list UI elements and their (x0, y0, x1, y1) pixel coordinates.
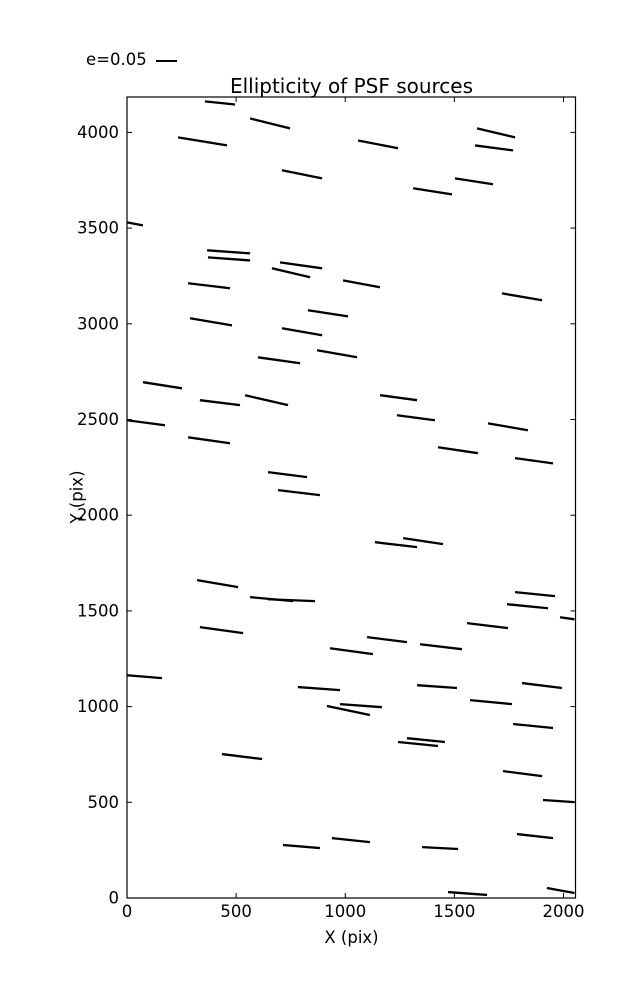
whisker-segment (357, 139, 399, 150)
ellipticity-whiskers (126, 100, 575, 897)
whisker-segment (277, 488, 321, 497)
y-tick-label: 500 (88, 793, 120, 812)
axes-frame (126, 96, 577, 899)
whisker-segment (199, 399, 241, 407)
whisker-segment (512, 722, 554, 730)
whisker-segment (474, 144, 514, 152)
y-tick-label: 3000 (77, 314, 119, 333)
legend-line-sample-icon (155, 59, 177, 62)
x-tick-label: 500 (220, 902, 252, 921)
whisker-segment (281, 327, 323, 337)
whisker-segment (379, 394, 418, 402)
whisker-segment (281, 169, 323, 180)
whisker-segment (342, 279, 381, 289)
whisker-segment (397, 740, 439, 748)
whisker-segment (416, 684, 458, 690)
whisker-segment (406, 737, 446, 744)
whisker-segment (126, 419, 166, 427)
whisker-segment (454, 177, 494, 186)
whisker-segment (422, 845, 459, 851)
y-tick-label: 4000 (77, 123, 119, 142)
whisker-segment (244, 394, 289, 407)
whisker-segment (177, 136, 228, 147)
whisker-segment (187, 436, 231, 445)
whisker-segment (199, 626, 244, 635)
legend-label: e=0.05 (86, 50, 147, 69)
whisker-segment (521, 681, 563, 690)
whisker-segment (487, 422, 529, 432)
whisker-segment (267, 470, 308, 479)
whisker-segment (559, 616, 575, 621)
whisker-segment (267, 598, 315, 603)
y-tick-label: 3500 (77, 219, 119, 238)
x-axis-label: X (pix) (324, 928, 379, 947)
y-tick-label: 0 (109, 889, 120, 908)
whisker-segment (249, 117, 291, 130)
whisker-segment (207, 256, 251, 262)
y-tick-label: 1000 (77, 697, 119, 716)
whisker-segment (506, 603, 549, 610)
whisker-segment (514, 591, 556, 598)
whisker-segment (187, 282, 231, 290)
whisker-segment (126, 221, 144, 227)
whisker-segment (196, 578, 239, 589)
whisker-segment (366, 635, 408, 644)
whisker-segment (204, 100, 236, 106)
whisker-segment (279, 261, 323, 270)
whisker-segment (221, 752, 263, 761)
whisker-segment (282, 843, 321, 850)
whisker-segment (207, 249, 251, 255)
whisker-segment (331, 836, 371, 844)
whisker-segment (326, 704, 371, 717)
whisker-segment (402, 537, 444, 546)
y-tick-label: 2000 (77, 506, 119, 525)
whisker-segment (257, 356, 301, 365)
whisker-segment (297, 685, 341, 692)
chart-title: Ellipticity of PSF sources (229, 74, 474, 98)
whisker-segment (329, 647, 374, 656)
whisker-segment (447, 890, 488, 897)
whisker-segment (546, 886, 575, 895)
whisker-segment (476, 127, 516, 139)
whisker-segment (271, 267, 311, 279)
x-tick-label: 2000 (542, 902, 584, 921)
legend: e=0.05 (86, 51, 177, 69)
x-tick-label: 0 (122, 902, 133, 921)
whisker-segment (396, 414, 436, 422)
whisker-segment (339, 702, 382, 709)
y-tick-label: 2500 (77, 410, 119, 429)
whisker-segment (307, 309, 349, 318)
whisker-segment (142, 381, 183, 390)
whisker-segment (501, 292, 543, 302)
axis-ticks (126, 97, 576, 899)
whisker-segment (374, 541, 418, 549)
whisker-segment (542, 798, 575, 804)
x-tick-label: 1000 (324, 902, 366, 921)
tick-labels: 0 500 1000 1500 2000 0 500 1000 1500 2000 2500 3000… (77, 123, 584, 921)
y-axis-label: Y (pix) (67, 470, 87, 524)
x-tick-label: 1500 (433, 902, 475, 921)
whisker-segment (189, 317, 233, 327)
whisker-segment (466, 622, 509, 630)
whisker-segment (516, 832, 554, 840)
y-tick-label: 1500 (77, 601, 119, 620)
whisker-segment (502, 769, 543, 778)
whisker-segment (412, 187, 453, 196)
whisker-segment (419, 643, 463, 651)
whisker-segment (126, 674, 163, 680)
whisker-segment (469, 698, 513, 706)
whisker-segment (316, 349, 358, 359)
whisker-segment (514, 457, 554, 465)
whisker-segment (437, 446, 479, 455)
